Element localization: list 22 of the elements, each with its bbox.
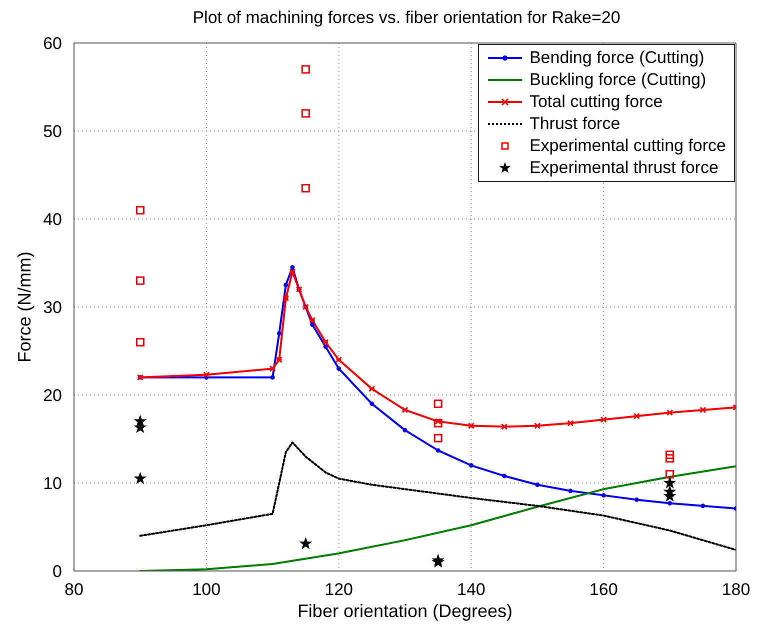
y-tick-label: 50 — [43, 122, 62, 142]
y-tick-label: 0 — [52, 562, 62, 582]
y-tick-label: 40 — [43, 210, 62, 230]
y-tick-label: 20 — [43, 386, 62, 406]
x-tick-label: 160 — [589, 580, 618, 600]
y-tick-label: 10 — [43, 474, 62, 494]
legend-label: Experimental thrust force — [529, 158, 718, 178]
y-axis-title: Force (N/mm) — [14, 252, 34, 362]
legend-label: Buckling force (Cutting) — [529, 70, 706, 90]
x-tick-label: 100 — [192, 580, 221, 600]
x-tick-label: 140 — [457, 580, 486, 600]
y-tick-label: 30 — [43, 298, 62, 318]
x-tick-label: 120 — [324, 580, 353, 600]
chart-title: Plot of machining forces vs. fiber orientation for Rake=20 — [192, 8, 622, 29]
y-tick-label: 60 — [43, 34, 62, 54]
x-tick-label: 180 — [722, 580, 750, 600]
x-axis-title: Fiber orientation (Degrees) — [297, 601, 513, 621]
legend-label: Total cutting force — [529, 92, 663, 112]
legend-label: Experimental cutting force — [529, 136, 726, 156]
x-tick-label: 80 — [64, 580, 84, 600]
legend-label: Bending force (Cutting) — [529, 48, 704, 68]
legend-label: Thrust force — [529, 114, 620, 134]
